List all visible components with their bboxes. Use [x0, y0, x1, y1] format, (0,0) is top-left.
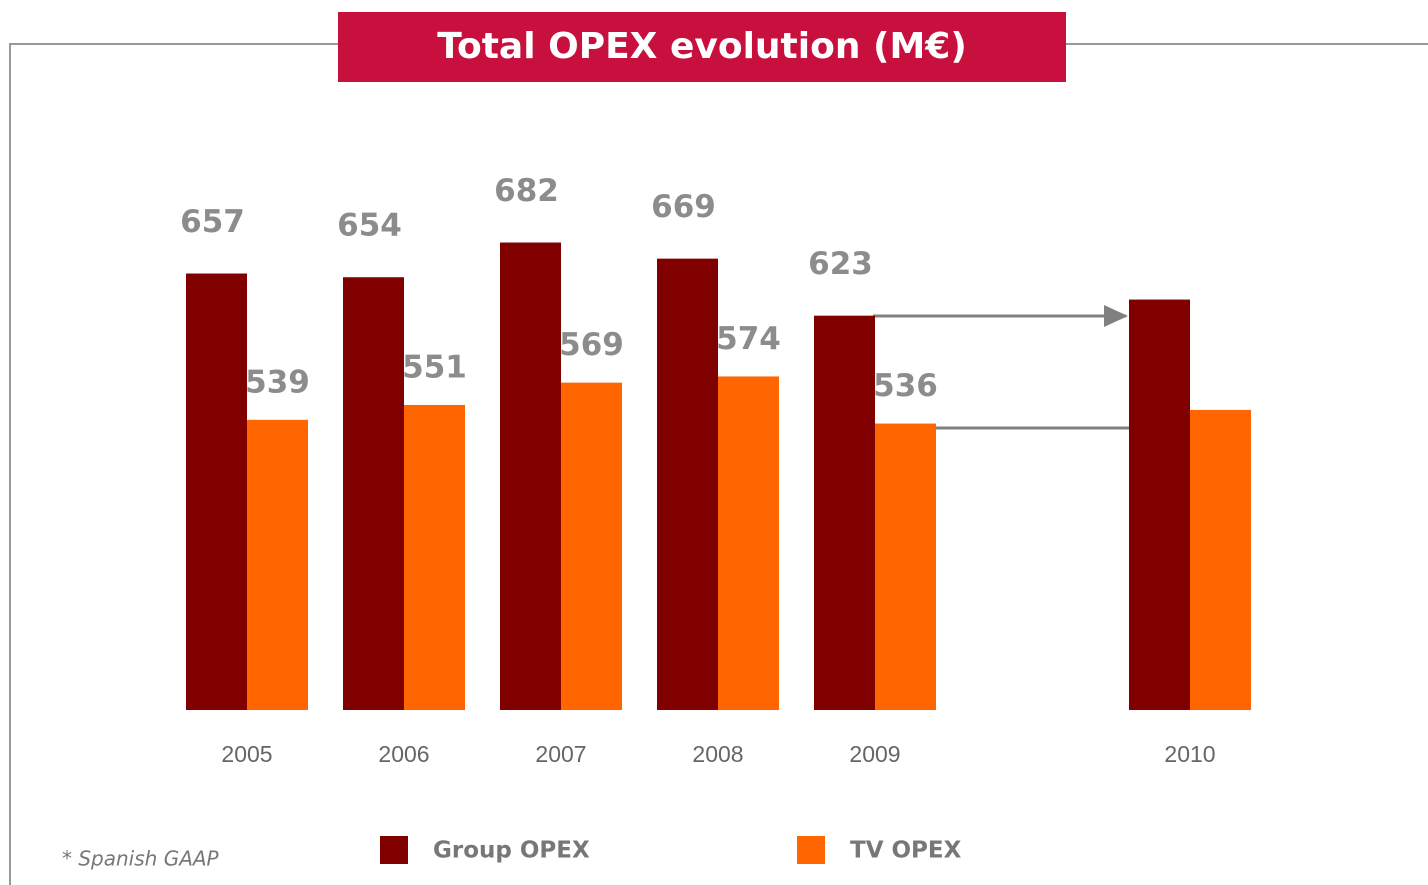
bar	[657, 258, 718, 710]
bar	[247, 419, 308, 710]
bar	[718, 376, 779, 710]
data-label: 654	[337, 208, 402, 244]
data-label: 536	[873, 368, 938, 404]
x-tick-label: 2009	[849, 741, 900, 767]
legend-swatch	[797, 836, 825, 864]
data-label: 657	[180, 204, 245, 240]
data-label: 551	[402, 349, 467, 385]
bar	[404, 404, 465, 710]
data-label: 569	[559, 327, 624, 363]
legend-label: Group OPEX	[433, 838, 590, 864]
x-tick-label: 2005	[221, 741, 272, 767]
x-tick-label: 2008	[692, 741, 743, 767]
bar	[186, 273, 247, 710]
x-tick-label: 2010	[1164, 741, 1215, 767]
frame	[9, 43, 1428, 885]
x-tick-label: 2006	[378, 741, 429, 767]
chart-title: Total OPEX evolution (M€)	[437, 26, 967, 67]
bar	[1190, 409, 1251, 710]
bar	[875, 423, 936, 710]
data-label: 539	[245, 364, 310, 400]
bar	[561, 382, 622, 710]
title-box	[338, 12, 1066, 82]
arrow-head	[1104, 305, 1128, 327]
legend-swatch	[380, 836, 408, 864]
data-label: 574	[716, 321, 781, 357]
x-tick-label: 2007	[535, 741, 586, 767]
bar	[500, 242, 561, 710]
bar	[814, 315, 875, 710]
bar	[1129, 299, 1190, 710]
data-label: 623	[808, 246, 873, 282]
data-label: 669	[651, 189, 716, 225]
footnote: * Spanish GAAP	[62, 847, 220, 871]
data-label: 682	[494, 173, 559, 209]
legend-label: TV OPEX	[850, 838, 962, 864]
bar	[343, 277, 404, 710]
